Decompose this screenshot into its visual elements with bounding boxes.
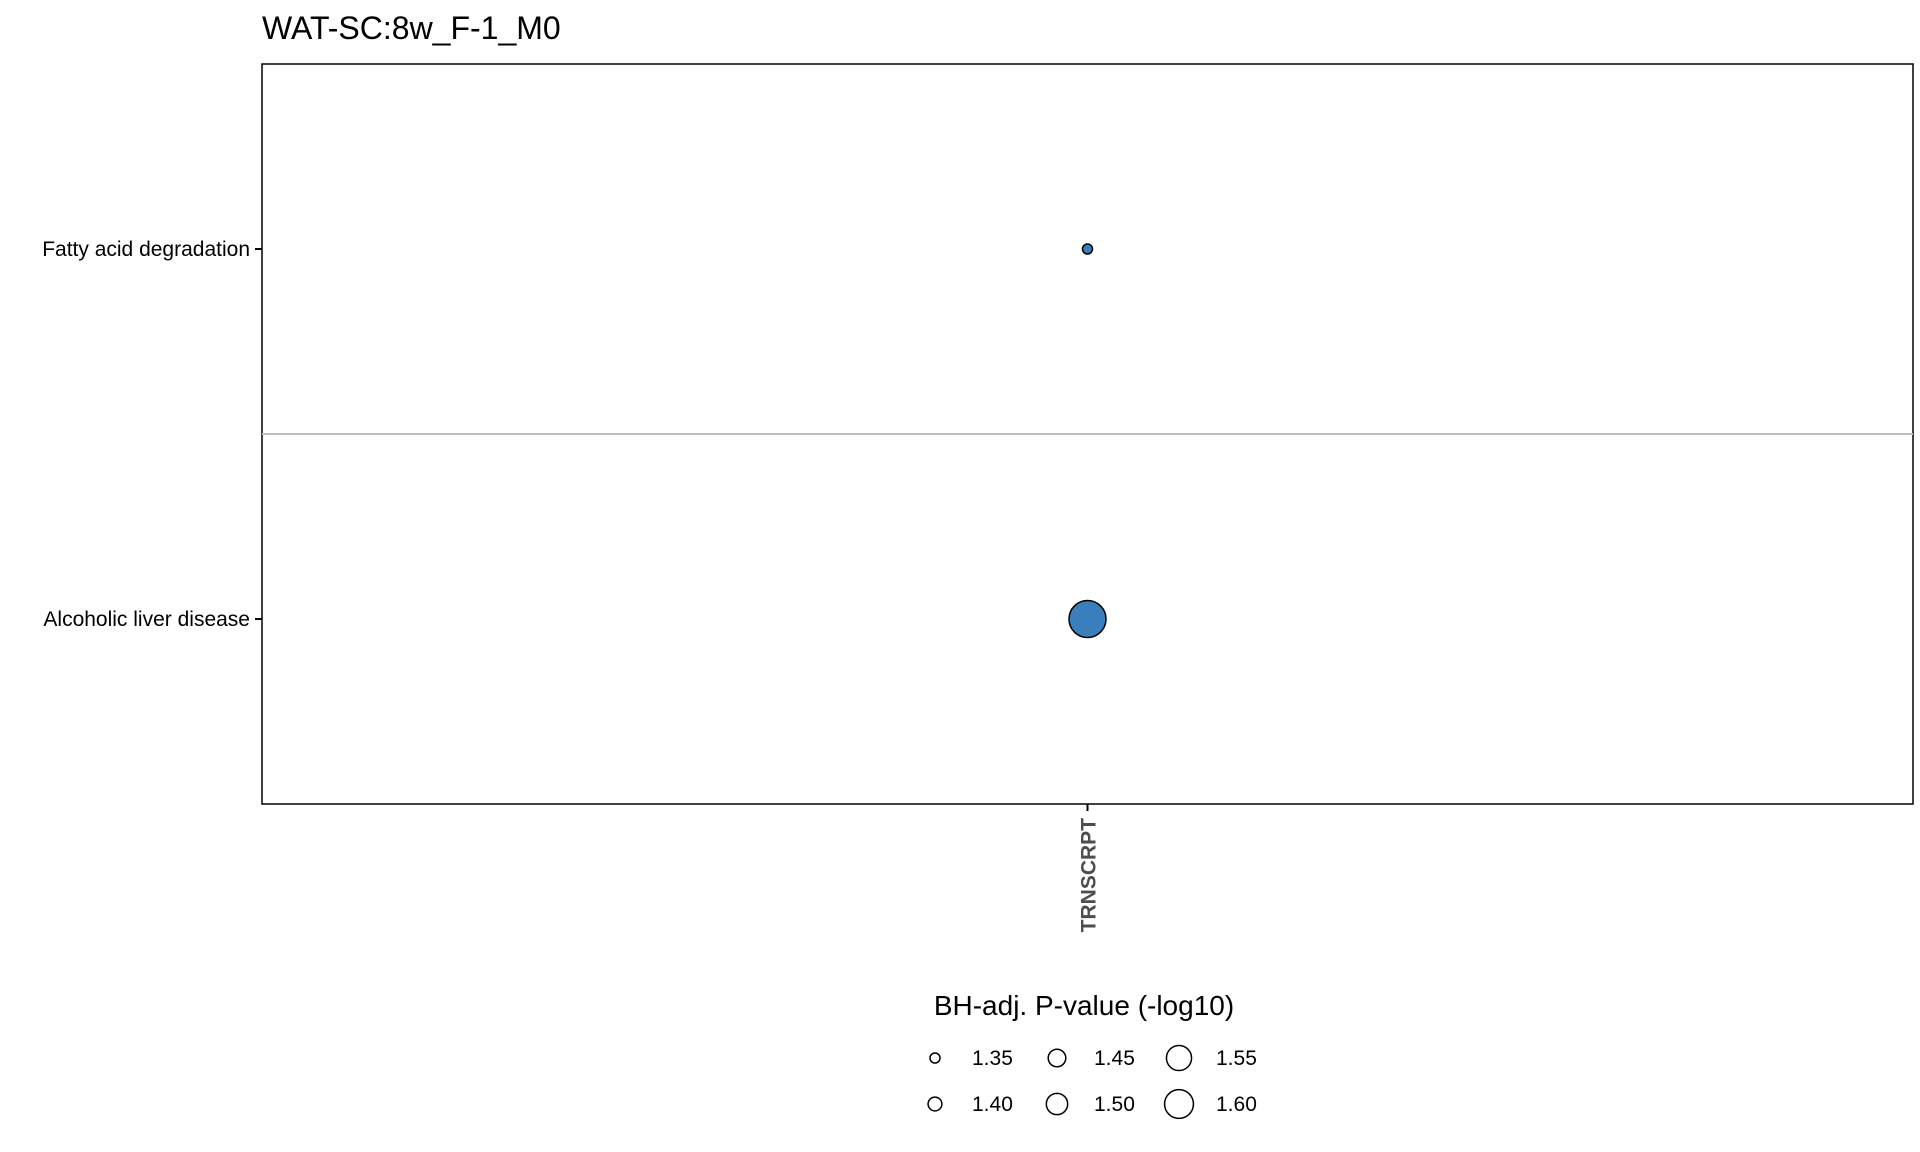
data-point — [1081, 243, 1094, 255]
y-tick-label: Alcoholic liver disease — [43, 608, 250, 631]
legend-key — [1165, 1044, 1193, 1072]
legend-label: 1.55 — [1216, 1047, 1257, 1070]
legend-label: 1.60 — [1216, 1093, 1257, 1116]
data-point — [1068, 599, 1107, 639]
legend-label: 1.50 — [1094, 1093, 1135, 1116]
plot-area: Fatty acid degradation Alcoholic liver di… — [42, 63, 1914, 933]
legend-key — [1163, 1088, 1195, 1120]
legend-key — [929, 1052, 941, 1064]
x-tick-label: TRNSCRPT — [1078, 818, 1101, 933]
chart-title: WAT-SC:8w_F-1_M0 — [262, 10, 561, 46]
legend-title: BH-adj. P-value (-log10) — [934, 990, 1234, 1021]
legend-key — [1047, 1048, 1067, 1068]
legend-label: 1.35 — [972, 1047, 1013, 1070]
legend: BH-adj. P-value (-log10) 1.35 1.40 1.45 1.5… — [927, 990, 1257, 1120]
y-tick-label: Fatty acid degradation — [42, 238, 250, 261]
legend-key — [1045, 1092, 1069, 1116]
legend-label: 1.40 — [972, 1093, 1013, 1116]
legend-key — [927, 1096, 943, 1112]
legend-label: 1.45 — [1094, 1047, 1135, 1070]
